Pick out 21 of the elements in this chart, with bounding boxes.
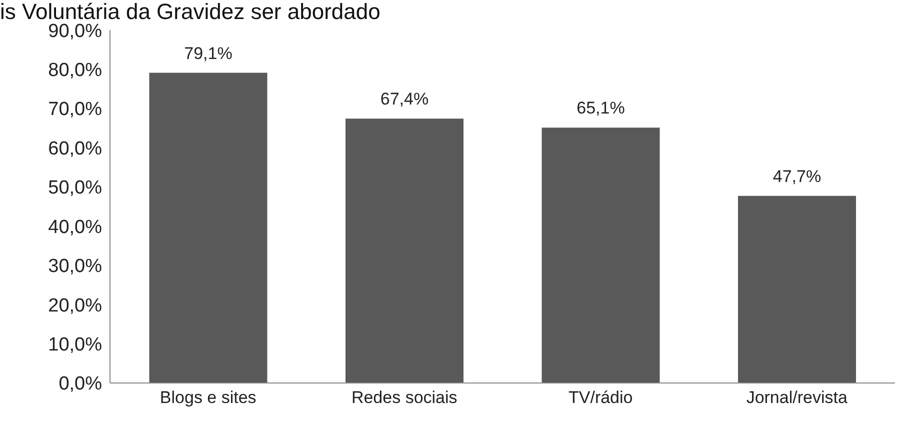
y-tick-label: 30,0% <box>48 256 102 278</box>
data-label: 65,1% <box>576 98 625 118</box>
y-tick-label: 0,0% <box>58 374 102 395</box>
data-label: 79,1% <box>184 44 232 63</box>
y-tick-label: 40,0% <box>48 216 102 238</box>
data-label: 67,4% <box>380 90 429 109</box>
x-tick-label: TV/rádio <box>568 388 633 408</box>
y-tick-label: 20,0% <box>48 295 102 316</box>
x-tick-label: Jornal/revista <box>746 388 848 408</box>
x-tick-label: Redes sociais <box>351 388 458 408</box>
x-tick-label: Blogs e sites <box>160 388 256 408</box>
y-tick-label: 70,0% <box>48 99 102 120</box>
y-tick-label: 50,0% <box>48 178 102 199</box>
bar <box>346 118 464 383</box>
y-tick-label: 60,0% <box>48 138 102 160</box>
data-label: 47,7% <box>772 166 822 186</box>
bar <box>738 196 856 383</box>
y-tick-label: 10,0% <box>48 334 102 356</box>
y-tick-label: 80,0% <box>48 60 102 81</box>
bar <box>542 128 660 383</box>
bar <box>149 72 268 383</box>
